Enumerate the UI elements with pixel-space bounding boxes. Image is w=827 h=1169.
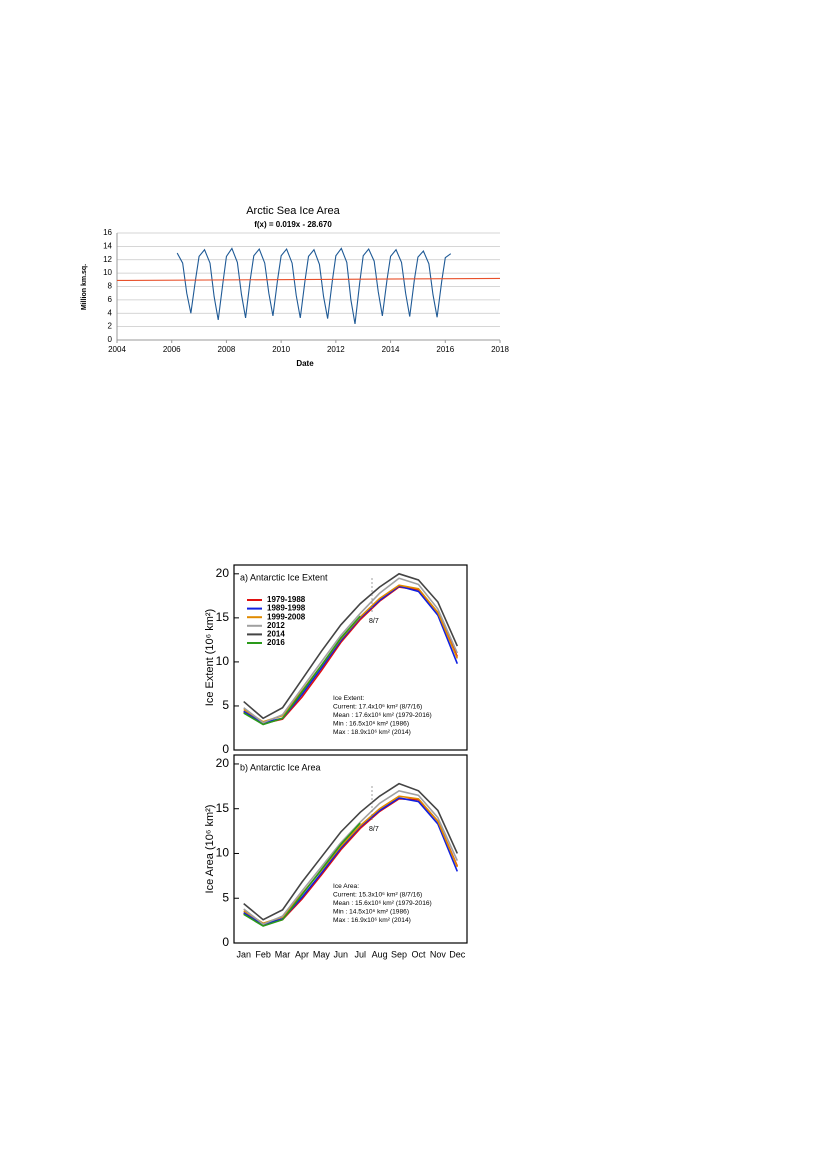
date-marker-label: 8/7 (369, 618, 379, 625)
y-tick-label: 15 (216, 801, 230, 815)
y-tick-label: 10 (103, 268, 112, 277)
stats-text: Ice Extent: (333, 695, 364, 702)
plot-frame (233, 754, 468, 944)
x-tick-label: Jul (354, 949, 366, 959)
y-tick-label: 10 (216, 654, 230, 668)
y-tick-label: 5 (222, 890, 229, 904)
stats-text: Min : 14.5x10⁶ km² (1986) (333, 909, 409, 916)
y-tick-label: 0 (108, 335, 113, 344)
x-axis-label: Date (296, 359, 314, 368)
legend-label: 1989-1998 (267, 604, 306, 613)
x-tick-label: Sep (391, 949, 407, 959)
data-line (243, 615, 361, 726)
x-tick-label: 2004 (108, 345, 126, 354)
x-tick-label: Jun (334, 949, 349, 959)
y-tick-label: 4 (108, 308, 113, 317)
y-tick-label: 0 (222, 935, 229, 949)
y-tick-label: 2 (108, 322, 113, 331)
data-line (243, 797, 459, 926)
chart-subtitle: f(x) = 0.019x - 28.670 (254, 220, 332, 229)
data-line (116, 277, 501, 282)
x-tick-label: 2012 (327, 345, 345, 354)
stats-text: Mean : 17.6x10⁶ km² (1979-2016) (333, 712, 432, 719)
x-tick-label: Feb (255, 949, 271, 959)
panel-title: a) Antarctic Ice Extent (240, 572, 328, 582)
y-tick-label: 20 (216, 756, 230, 770)
x-tick-label: Dec (449, 949, 466, 959)
y-axis-label: Ice Extent (10⁶ km²) (204, 609, 216, 706)
data-line (243, 577, 459, 724)
stats-text: Current: 15.3x10⁶ km² (8/7/16) (333, 891, 422, 898)
stats-text: Mean : 15.6x10⁶ km² (1979-2016) (333, 900, 432, 907)
x-tick-label: Mar (275, 949, 291, 959)
data-line (243, 782, 459, 921)
x-tick-label: 2006 (163, 345, 181, 354)
stats-text: Max : 16.9x10⁶ km² (2014) (333, 917, 411, 924)
y-tick-label: 16 (103, 228, 112, 237)
date-marker-label: 8/7 (369, 826, 379, 833)
y-tick-label: 15 (216, 610, 230, 624)
y-tick-label: 12 (103, 255, 112, 264)
stats-text: Min : 16.5x10⁶ km² (1986) (333, 721, 409, 728)
y-tick-label: 14 (103, 241, 112, 250)
legend-label: 1999-2008 (267, 612, 306, 621)
data-line (243, 789, 459, 926)
data-line (243, 822, 361, 927)
chart-title: Arctic Sea Ice Area (246, 205, 340, 217)
x-tick-label: 2010 (272, 345, 290, 354)
y-tick-label: 8 (108, 282, 113, 291)
y-axis-label: Ice Area (10⁶ km²) (204, 805, 216, 894)
y-tick-label: 20 (216, 566, 230, 580)
x-tick-label: 2008 (218, 345, 236, 354)
x-tick-label: Jan (236, 949, 251, 959)
x-tick-label: May (313, 949, 331, 959)
panel-title: b) Antarctic Ice Area (240, 762, 321, 772)
x-tick-label: Aug (372, 949, 388, 959)
x-tick-label: 2018 (491, 345, 509, 354)
legend-label: 1979-1988 (267, 595, 306, 604)
y-tick-label: 0 (222, 742, 229, 756)
data-line (176, 247, 452, 325)
x-tick-label: Oct (411, 949, 426, 959)
plot-frame (233, 564, 468, 751)
y-tick-label: 10 (216, 846, 230, 860)
stats-text: Current: 17.4x10⁶ km² (8/7/16) (333, 703, 422, 710)
stats-text: Max : 18.9x10⁶ km² (2014) (333, 729, 411, 736)
x-tick-label: Nov (430, 949, 447, 959)
x-tick-label: 2014 (382, 345, 400, 354)
data-line (243, 572, 459, 720)
y-tick-label: 5 (222, 698, 229, 712)
x-tick-label: Apr (295, 949, 309, 959)
y-tick-label: 6 (108, 295, 113, 304)
x-tick-label: 2016 (436, 345, 454, 354)
legend-label: 2014 (267, 630, 285, 639)
legend-label: 2016 (267, 638, 285, 647)
y-axis-label: Million km.sq. (81, 264, 88, 310)
legend-label: 2012 (267, 621, 285, 630)
stats-text: Ice Area: (333, 883, 359, 890)
